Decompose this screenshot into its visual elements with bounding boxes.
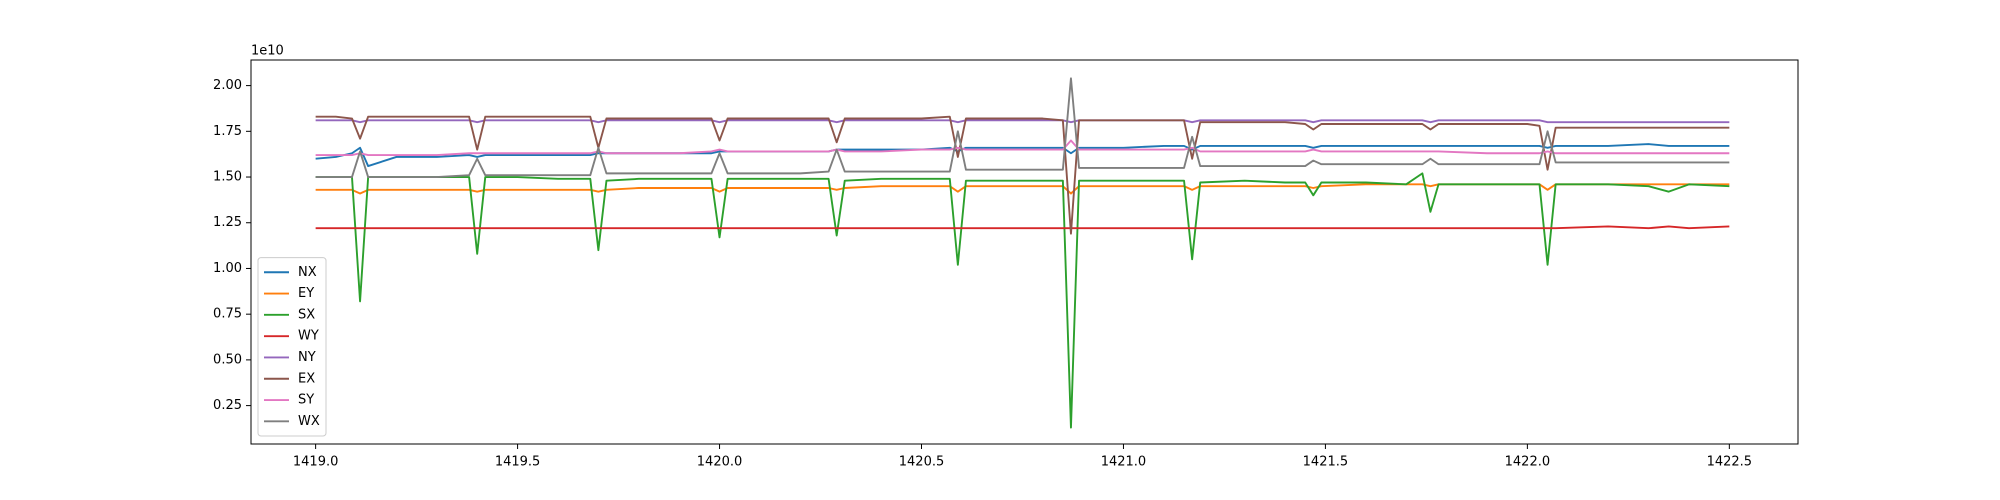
- y-offset-label: 1e10: [251, 44, 284, 59]
- legend-box: [257, 257, 327, 437]
- x-tick-label: 1420.0: [697, 455, 743, 470]
- series-line: [315, 139, 1730, 157]
- y-tick-label: 0.25: [213, 398, 242, 413]
- legend-label: WY: [298, 329, 319, 344]
- series-line: [315, 225, 1730, 230]
- legend-label: NX: [298, 265, 317, 280]
- legend-label: WX: [298, 414, 320, 429]
- x-tick-label: 1419.0: [293, 455, 339, 470]
- x-tick-label: 1421.0: [1101, 455, 1147, 470]
- y-tick-label: 1.75: [213, 124, 242, 139]
- y-tick-label: 1.25: [213, 215, 242, 230]
- x-tick-label: 1420.5: [899, 455, 945, 470]
- series-line: [315, 77, 1730, 178]
- legend-label: NY: [298, 350, 316, 365]
- series-line: [315, 172, 1730, 429]
- series-line: [315, 183, 1730, 195]
- legend-label: EY: [298, 286, 314, 301]
- series-line: [315, 119, 1730, 124]
- x-tick-label: 1422.0: [1505, 455, 1551, 470]
- y-tick-label: 2.00: [213, 78, 242, 93]
- y-tick-label: 1.50: [213, 170, 242, 185]
- legend-label: SY: [298, 393, 314, 408]
- y-tick-label: 1.00: [213, 261, 242, 276]
- x-tick-label: 1422.5: [1707, 455, 1753, 470]
- y-tick-label: 0.75: [213, 307, 242, 322]
- x-tick-label: 1421.5: [1303, 455, 1349, 470]
- x-tick-label: 1419.5: [495, 455, 541, 470]
- y-tick-label: 0.50: [213, 352, 242, 367]
- legend-label: EX: [298, 371, 315, 386]
- series-line: [315, 115, 1730, 235]
- legend-label: SX: [298, 307, 315, 322]
- plot-frame: [250, 59, 1799, 445]
- series-line: [315, 143, 1730, 168]
